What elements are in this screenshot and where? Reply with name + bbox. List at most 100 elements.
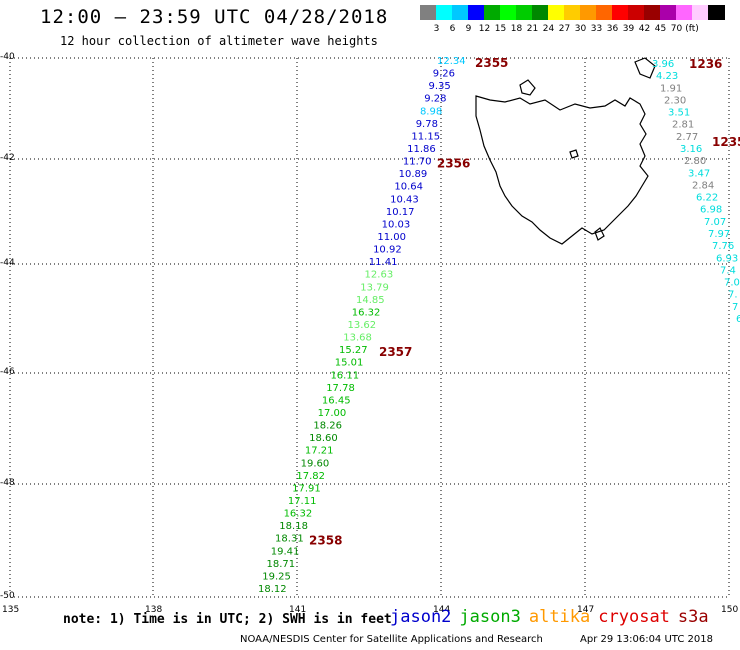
wave-height-label: 7.4 xyxy=(720,265,736,276)
wave-height-label: 10.64 xyxy=(394,182,423,193)
legend-value: 39 xyxy=(622,24,635,34)
pass-time-label: 2356 xyxy=(437,157,470,171)
map-title: 12:00 – 23:59 UTC 04/28/2018 xyxy=(40,6,389,28)
wave-height-label: 7.07 xyxy=(704,217,726,228)
satellite-legend-item: altika xyxy=(528,607,591,627)
lon-label: 150 xyxy=(721,605,739,615)
legend-swatch xyxy=(580,5,597,20)
satellite-legend-item: jason2 xyxy=(390,607,452,627)
legend-swatch xyxy=(660,5,677,20)
wave-height-label: 10.17 xyxy=(386,207,415,218)
legend-swatch xyxy=(500,5,517,20)
legend-swatch xyxy=(532,5,549,20)
wave-height-label: 11.70 xyxy=(403,157,432,168)
satellite-legend-item: s3a xyxy=(677,607,709,627)
wave-height-label: 16.11 xyxy=(330,370,359,381)
lon-label: 144 xyxy=(433,605,451,615)
wave-height-label: 16.45 xyxy=(322,395,351,406)
lon-label: 141 xyxy=(289,605,307,615)
wave-height-label: 10.03 xyxy=(382,219,411,230)
wave-height-label: 4.23 xyxy=(656,71,678,82)
legend-swatch xyxy=(596,5,613,20)
wave-height-label: 7 xyxy=(732,302,738,313)
wave-height-label: 17.78 xyxy=(326,383,355,394)
wave-height-label: 15.27 xyxy=(339,345,368,356)
wave-height-label: 10.92 xyxy=(373,245,402,256)
wave-height-label: 11.86 xyxy=(407,144,436,155)
wave-height-label: 19.60 xyxy=(301,458,330,469)
legend-swatch xyxy=(516,5,533,20)
wave-height-label: 2.81 xyxy=(672,120,694,131)
legend-value: 70 xyxy=(670,24,683,34)
wave-height-label: 18.18 xyxy=(279,521,308,532)
legend-unit: (ft) xyxy=(685,24,699,34)
wave-height-label: 16.32 xyxy=(352,307,381,318)
legend-value: 30 xyxy=(574,24,587,34)
wave-height-label: 2.80 xyxy=(684,156,706,167)
lon-label: 135 xyxy=(2,605,20,615)
wave-height-label: 7. xyxy=(728,290,738,301)
wave-height-label: 6 xyxy=(736,314,740,325)
wave-height-label: 13.68 xyxy=(343,333,372,344)
legend-value: 18 xyxy=(510,24,523,34)
wave-height-label: 18.31 xyxy=(275,534,304,545)
legend-swatch xyxy=(708,5,725,20)
flinders-island xyxy=(634,57,656,79)
wave-height-label: 17.21 xyxy=(305,446,334,457)
wave-height-label: 2.84 xyxy=(692,180,714,191)
wave-height-label: 14.85 xyxy=(356,295,385,306)
wave-height-label: 19.25 xyxy=(262,571,291,582)
generated-timestamp: Apr 29 13:06:04 UTC 2018 xyxy=(580,634,713,645)
legend-value: 12 xyxy=(478,24,491,34)
lat-label: -48 xyxy=(0,478,15,488)
wave-height-label: 7.0 xyxy=(724,278,740,289)
wave-height-label: 3.16 xyxy=(680,144,702,155)
wave-height-label: 3.47 xyxy=(688,168,710,179)
pass-time-label: 2357 xyxy=(379,345,412,359)
pass-time-label: 1236 xyxy=(689,57,722,71)
bruny-island xyxy=(594,227,605,241)
legend-value: 45 xyxy=(654,24,667,34)
legend-swatch xyxy=(484,5,501,20)
pass-time-label: 2358 xyxy=(309,534,342,548)
wave-height-label: 17.11 xyxy=(288,496,317,507)
map-subtitle: 12 hour collection of altimeter wave hei… xyxy=(60,34,378,48)
wave-height-label: 9.26 xyxy=(433,69,455,80)
wave-height-label: 11.15 xyxy=(411,131,440,142)
wave-height-label: 6.98 xyxy=(700,205,722,216)
wave-height-label: 13.62 xyxy=(348,320,377,331)
wave-height-label: 18.71 xyxy=(267,559,296,570)
wave-height-label: 17.00 xyxy=(318,408,347,419)
legend-swatch xyxy=(644,5,661,20)
satellite-legend-item: jason3 xyxy=(459,607,521,627)
wave-height-label: 12.63 xyxy=(365,270,394,281)
wave-height-label: 2.77 xyxy=(676,132,698,143)
wave-height-label: 2.30 xyxy=(664,95,686,106)
wave-height-label: 16.32 xyxy=(284,509,313,520)
credit-text: NOAA/NESDIS Center for Satellite Applica… xyxy=(240,634,543,645)
wave-height-label: 6.22 xyxy=(696,193,718,204)
wave-height-label: 7.76 xyxy=(712,241,734,252)
legend-swatch xyxy=(452,5,469,20)
legend-swatch xyxy=(420,5,437,20)
lon-label: 147 xyxy=(577,605,595,615)
wave-height-label: 18.60 xyxy=(309,433,338,444)
wave-height-label: 10.89 xyxy=(399,169,428,180)
legend-swatch xyxy=(436,5,453,20)
wave-height-label: 12.34 xyxy=(437,56,466,67)
wave-height-label: 15.01 xyxy=(335,358,364,369)
legend-value: 9 xyxy=(465,24,472,34)
legend-swatch xyxy=(468,5,485,20)
wave-height-label: 9.28 xyxy=(424,94,446,105)
lat-label: -40 xyxy=(0,52,15,62)
footer-note: note: 1) Time is in UTC; 2) SWH is in fe… xyxy=(63,612,392,627)
wave-height-label: 11.00 xyxy=(377,232,406,243)
legend-value: 3 xyxy=(433,24,440,34)
legend-value: 27 xyxy=(558,24,571,34)
lat-label: -50 xyxy=(0,591,15,601)
legend-value: 36 xyxy=(606,24,619,34)
wave-height-label: 3.51 xyxy=(668,108,690,119)
legend-value: 15 xyxy=(494,24,507,34)
pass-time-label: 1235 xyxy=(712,135,740,149)
